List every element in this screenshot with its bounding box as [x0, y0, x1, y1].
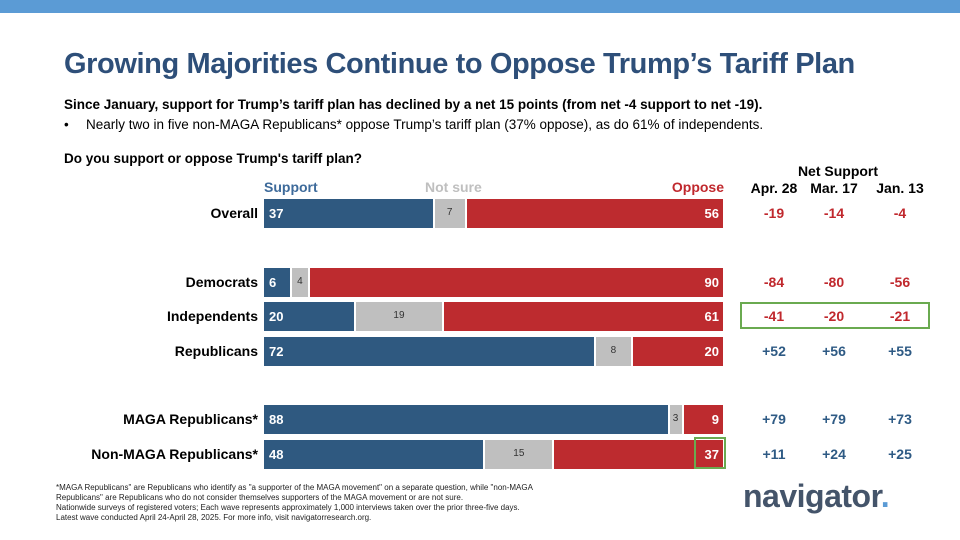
footnote-line: Latest wave conducted April 24-April 28,… [56, 513, 372, 522]
survey-question: Do you support or oppose Trump's tariff … [64, 151, 362, 166]
bar-oppose-democrats [310, 268, 723, 297]
net-value-non-maga-republicans-2: +25 [888, 446, 912, 462]
data-label-not-sure-overall: 7 [446, 207, 453, 218]
data-label-not-sure-democrats: 4 [297, 276, 303, 287]
data-label-not-sure-maga-republicans: 3 [672, 413, 679, 424]
support-header: Support [264, 179, 318, 195]
bar-support-maga-republicans [264, 405, 668, 434]
oppose-header: Oppose [671, 179, 724, 195]
row-label-republicans: Republicans [174, 343, 258, 359]
net-value-republicans-2: +55 [888, 343, 912, 359]
net-value-maga-republicans-2: +73 [888, 411, 912, 427]
net-value-maga-republicans-1: +79 [822, 411, 846, 427]
net-value-independents-0: -41 [763, 308, 785, 324]
bar-not-sure-non-maga-republicans [485, 440, 553, 469]
data-label-oppose-overall: 56 [704, 206, 719, 221]
net-value-democrats-0: -84 [763, 274, 785, 290]
row-label-independents: Independents [166, 308, 258, 324]
bar-support-overall [264, 199, 433, 228]
row-label-democrats: Democrats [185, 274, 258, 290]
logo-text: navigator [743, 478, 881, 514]
bar-not-sure-overall [434, 199, 465, 228]
row-label-overall: Overall [210, 205, 258, 221]
bar-support-independents [264, 302, 355, 331]
subtitle: Since January, support for Trump’s tarif… [64, 97, 763, 112]
data-label-oppose-non-maga-republicans: 37 [704, 447, 719, 462]
non-maga-oppose-highlight [694, 437, 726, 469]
footnote-line: *MAGA Republicans" are Republicans who i… [56, 483, 533, 492]
not-sure-header: Not sure [425, 179, 482, 195]
row-label-maga-republicans: MAGA Republicans* [123, 411, 258, 427]
footnote-line: Nationwide surveys of registered voters;… [56, 503, 520, 512]
net-value-independents-1: -20 [823, 308, 845, 324]
net-value-democrats-2: -56 [889, 274, 911, 290]
navigator-logo: navigator. [743, 478, 890, 515]
bar-oppose-maga-republicans [683, 405, 723, 434]
bullet-point: • Nearly two in five non-MAGA Republicans… [64, 117, 763, 132]
bar-not-sure-republicans [595, 337, 631, 366]
data-label-support-maga-republicans: 88 [269, 412, 284, 427]
data-label-support-democrats: 6 [269, 275, 277, 290]
data-label-support-independents: 20 [269, 309, 284, 324]
net-value-republicans-1: +56 [822, 343, 846, 359]
logo-dot: . [880, 478, 890, 514]
net-value-non-maga-republicans-0: +11 [762, 446, 786, 462]
wave-header-jan13: Jan. 13 [876, 180, 924, 196]
data-label-support-non-maga-republicans: 48 [269, 447, 284, 462]
net-value-overall-0: -19 [763, 205, 785, 221]
bullet-marker: • [64, 117, 69, 132]
bar-support-democrats [264, 268, 290, 297]
bar-support-republicans [264, 337, 594, 366]
bar-not-sure-independents [356, 302, 442, 331]
net-value-democrats-1: -80 [823, 274, 845, 290]
footnotes: *MAGA Republicans" are Republicans who i… [56, 483, 656, 523]
top-accent-bar [0, 0, 960, 13]
data-label-not-sure-independents: 19 [393, 310, 405, 321]
independents-net-highlight [740, 302, 930, 329]
page-title: Growing Majorities Continue to Oppose Tr… [64, 48, 855, 80]
bar-not-sure-maga-republicans [669, 405, 682, 434]
bullet-text: Nearly two in five non-MAGA Republicans*… [86, 117, 764, 132]
footnote-line: Republicans" are Republicans who do not … [56, 493, 464, 502]
data-label-support-overall: 37 [269, 206, 284, 221]
data-label-not-sure-non-maga-republicans: 15 [513, 448, 525, 459]
data-label-support-republicans: 72 [269, 344, 284, 359]
wave-header-mar17: Mar. 17 [810, 180, 858, 196]
bar-oppose-overall [466, 199, 723, 228]
data-label-oppose-democrats: 90 [704, 275, 719, 290]
net-value-maga-republicans-0: +79 [762, 411, 786, 427]
data-label-oppose-maga-republicans: 9 [711, 412, 719, 427]
net-support-title: Net Support [797, 163, 879, 179]
bar-oppose-republicans [632, 337, 723, 366]
net-value-overall-2: -4 [893, 205, 907, 221]
row-label-non-maga-republicans: Non-MAGA Republicans* [91, 446, 258, 462]
bar-oppose-independents [443, 302, 723, 331]
net-value-republicans-0: +52 [762, 343, 786, 359]
wave-header-apr28: Apr. 28 [750, 180, 798, 196]
net-value-independents-2: -21 [889, 308, 911, 324]
net-value-non-maga-republicans-1: +24 [822, 446, 846, 462]
data-label-not-sure-republicans: 8 [610, 345, 617, 356]
bar-not-sure-democrats [291, 268, 309, 297]
data-label-oppose-republicans: 20 [704, 344, 719, 359]
data-label-oppose-independents: 61 [704, 309, 719, 324]
net-value-overall-1: -14 [823, 205, 845, 221]
bar-support-non-maga-republicans [264, 440, 484, 469]
